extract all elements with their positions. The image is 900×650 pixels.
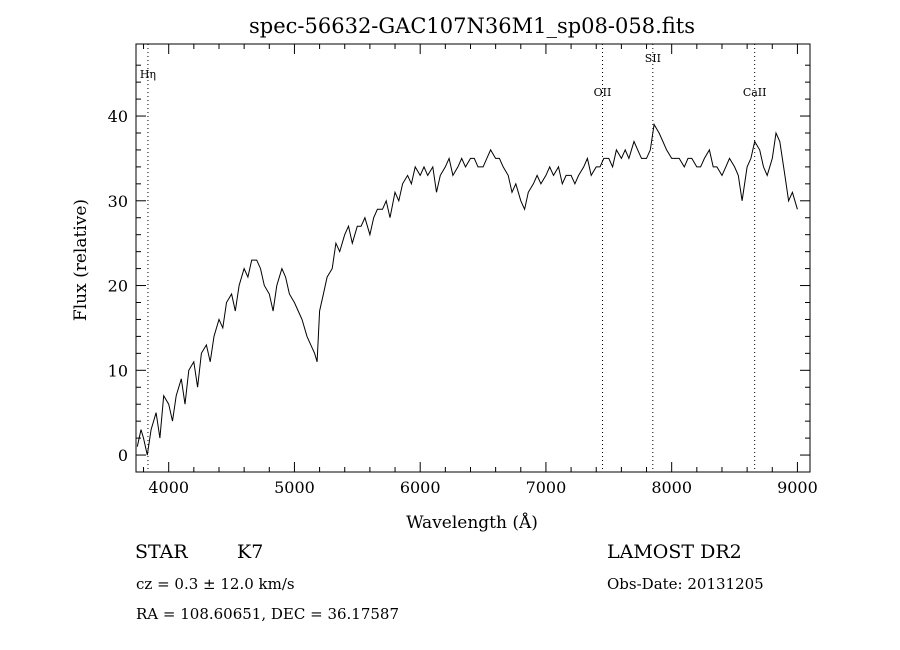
x-axis-label: Wavelength (Å) bbox=[406, 512, 538, 533]
x-tick-label: 6000 bbox=[400, 478, 441, 497]
x-tick-label: 7000 bbox=[526, 478, 567, 497]
y-tick-label: 10 bbox=[108, 361, 128, 380]
spectral-line-label: SII bbox=[645, 52, 661, 65]
y-tick-label: 20 bbox=[108, 277, 128, 296]
spectral-line-label: OII bbox=[594, 86, 612, 99]
x-tick-label: 9000 bbox=[777, 478, 818, 497]
spectral-line-label: CaII bbox=[743, 86, 767, 99]
spectral-line-label: Hη bbox=[140, 68, 156, 81]
plot-frame bbox=[135, 43, 811, 473]
x-tick-label: 4000 bbox=[148, 478, 189, 497]
redshift-cz: cz = 0.3 ± 12.0 km/s bbox=[136, 575, 295, 593]
y-tick-label: 40 bbox=[108, 107, 128, 126]
survey-name: LAMOST DR2 bbox=[607, 541, 742, 563]
object-class: STAR bbox=[135, 541, 188, 563]
y-axis-label: Flux (relative) bbox=[71, 199, 91, 321]
obs-date: Obs-Date: 20131205 bbox=[607, 575, 764, 593]
x-tick-label: 5000 bbox=[274, 478, 315, 497]
y-tick-label: 0 bbox=[118, 446, 128, 465]
y-tick-label: 30 bbox=[108, 192, 128, 211]
chart-title: spec-56632-GAC107N36M1_sp08-058.fits bbox=[249, 14, 695, 38]
coordinates: RA = 108.60651, DEC = 36.17587 bbox=[136, 605, 400, 623]
x-tick-label: 8000 bbox=[651, 478, 692, 497]
spectrum-line bbox=[136, 123, 798, 456]
object-subclass: K7 bbox=[237, 541, 264, 563]
